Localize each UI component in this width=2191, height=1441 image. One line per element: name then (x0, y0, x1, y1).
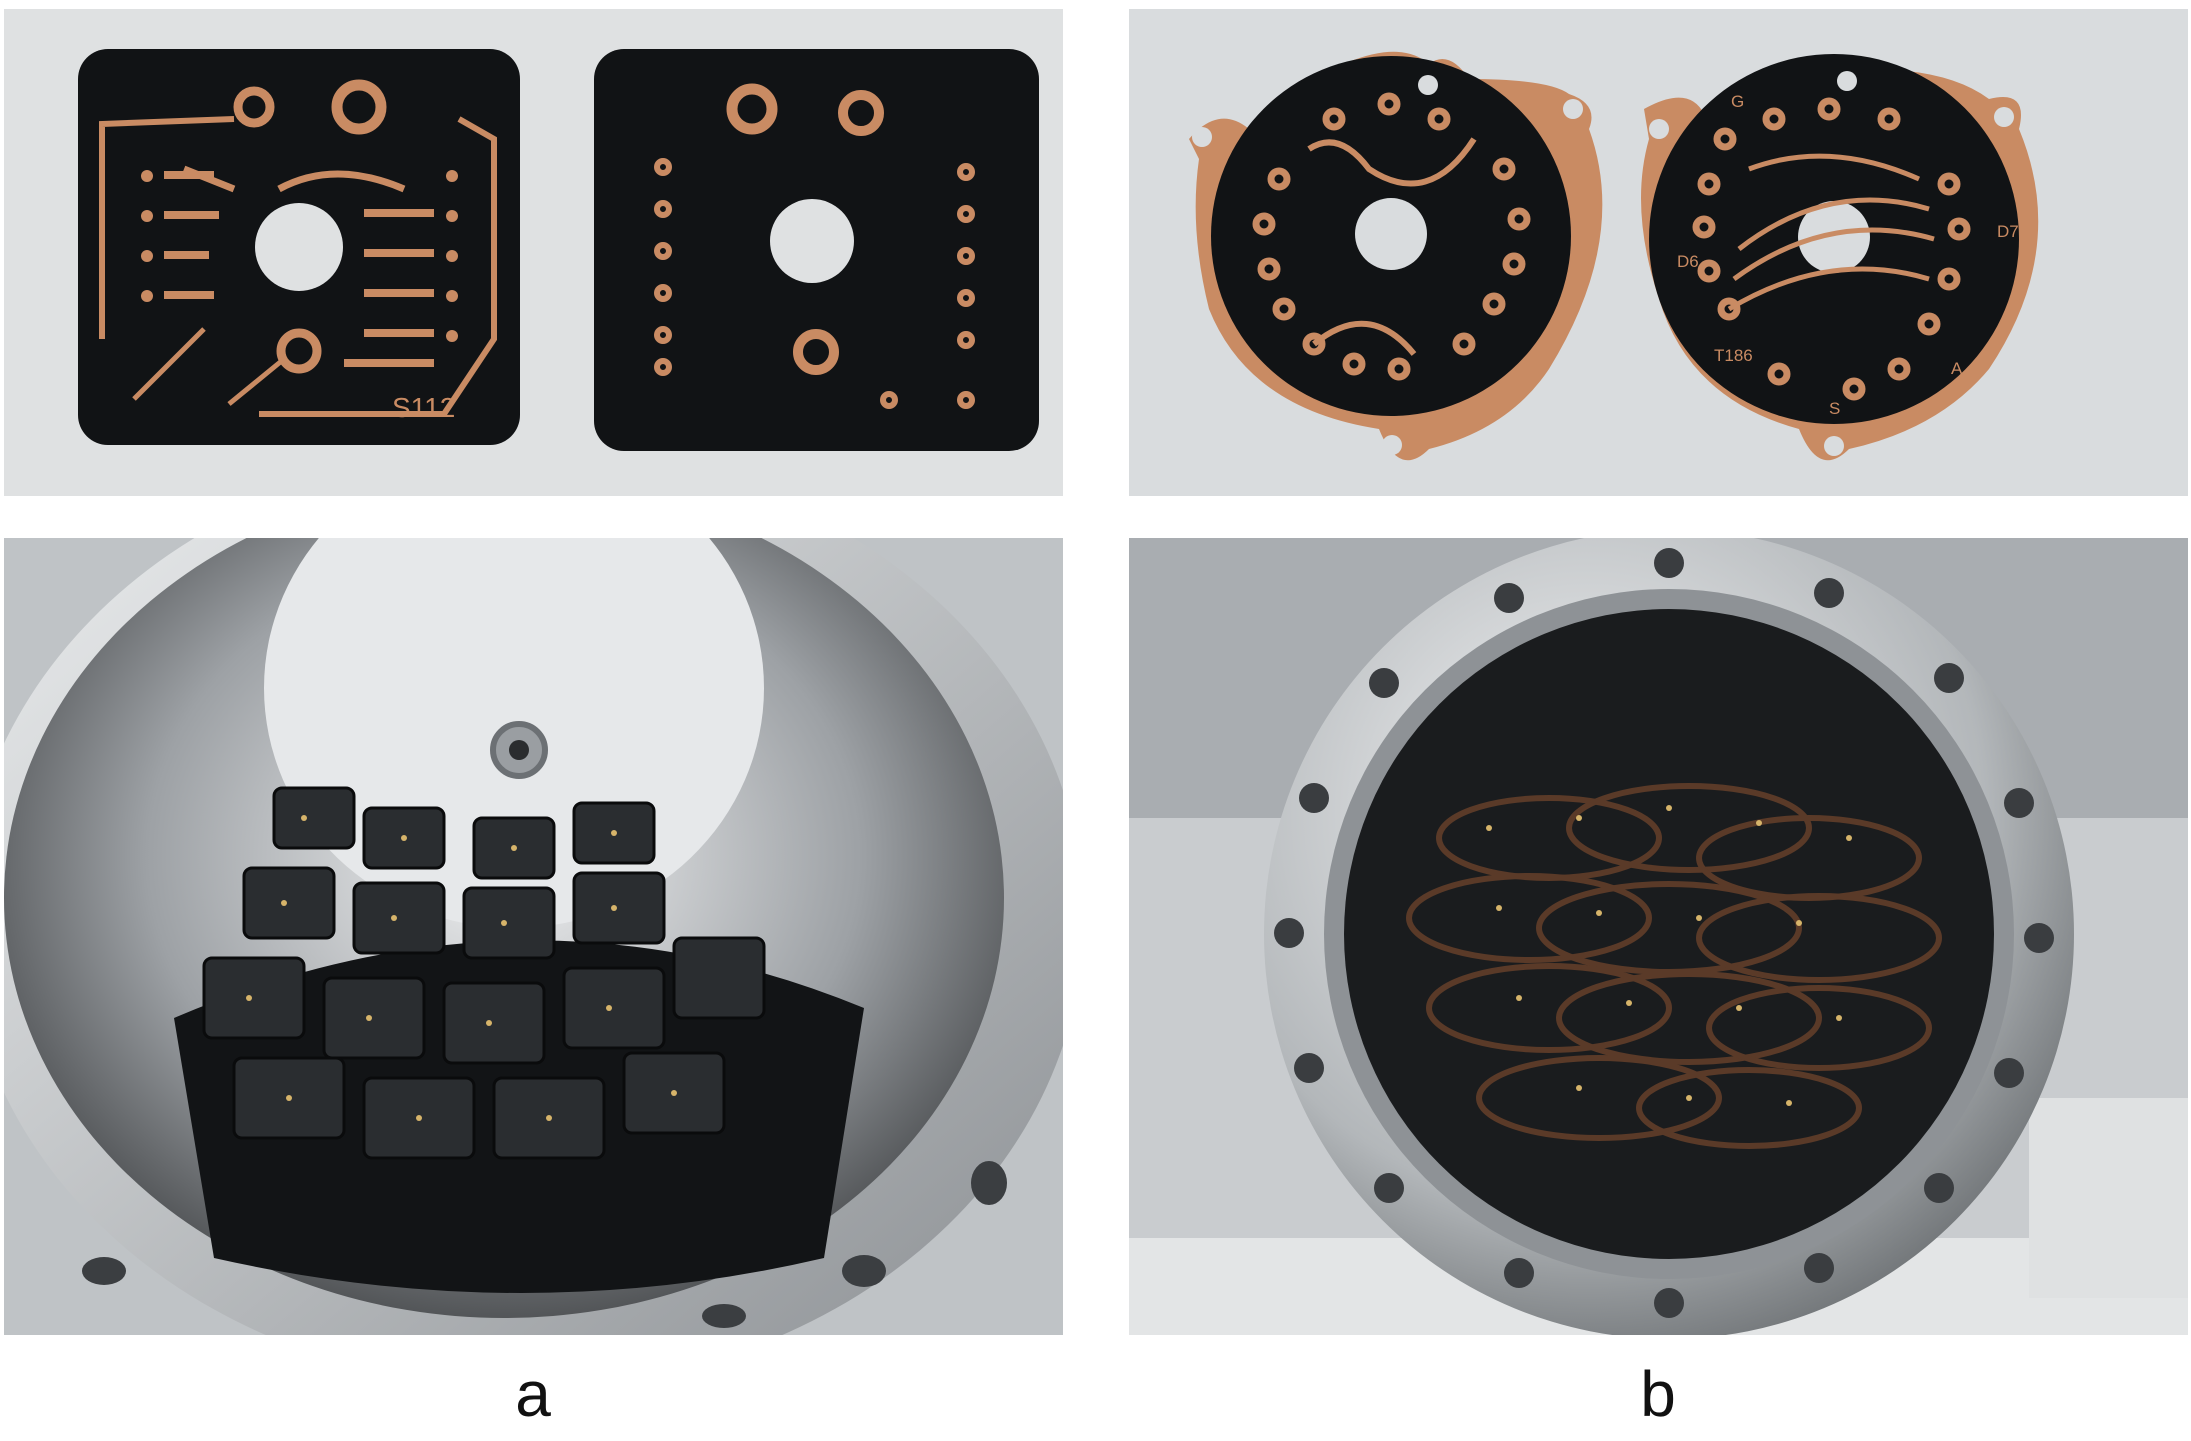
pcb-label-g: G (1731, 92, 1744, 111)
panel-label-a: a (473, 1362, 593, 1426)
pcb-label-d7: D7 (1997, 222, 2019, 241)
panel-b-chamber-photo (1129, 538, 2188, 1335)
pcb-label-a: A (1951, 359, 1963, 378)
pcb-label-d6: D6 (1677, 252, 1699, 271)
pcb-label-text: S112 (392, 392, 455, 423)
panel-a-chamber-photo (4, 538, 1063, 1335)
pcb-square-traced: S112 (78, 49, 520, 445)
panel-b-top-photo: D6 D7 T186 S A G (1129, 9, 2188, 496)
panel-label-b: b (1598, 1362, 1718, 1426)
pcb-label-t186: T186 (1714, 346, 1753, 365)
pcb-square-plain (594, 49, 1039, 451)
pcb-label-s: S (1829, 399, 1840, 418)
panel-a-top-photo: S112 (4, 9, 1063, 496)
